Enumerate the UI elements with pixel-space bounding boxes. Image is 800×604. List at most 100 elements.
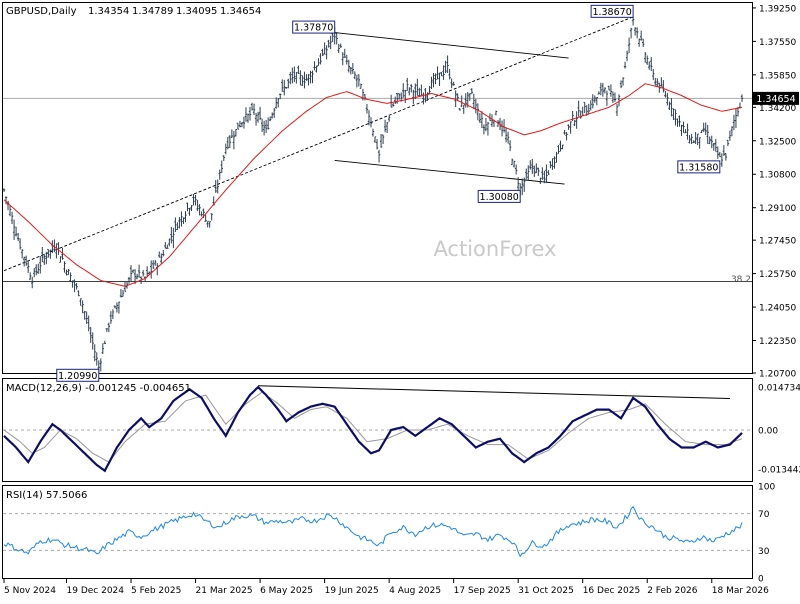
price-labels: 1.37870 1.38670 1.30080 1.31580 1.20990 — [56, 4, 721, 382]
price-bar — [264, 119, 268, 133]
main-panel-frame — [2, 2, 753, 374]
price-bar — [57, 242, 60, 255]
price-bar — [454, 90, 457, 108]
price-bar — [67, 269, 70, 276]
price-bar — [395, 92, 399, 104]
date-tick-label: 4 Aug 2025 — [389, 586, 441, 596]
price-bar — [514, 164, 518, 175]
price-bar — [555, 151, 558, 163]
price-bar — [91, 332, 94, 350]
main-price-axis: 1.39250 1.37550 1.35850 1.34200 1.32500 1.308… — [752, 4, 796, 380]
price-bar — [186, 202, 189, 212]
price-bar — [272, 107, 276, 118]
price-bar — [160, 253, 163, 264]
price-bar — [367, 110, 371, 126]
price-bar — [10, 211, 14, 225]
price-bar — [510, 158, 514, 166]
price-bar — [228, 135, 232, 149]
price-label-text: 1.20990 — [58, 371, 97, 382]
price-bar — [188, 207, 191, 216]
main-header-open: 1.34354 — [88, 6, 129, 17]
price-bar — [335, 31, 338, 45]
macd-line — [3, 385, 743, 473]
price-bar — [218, 169, 221, 180]
price-bar — [196, 199, 199, 211]
price-bar — [597, 91, 601, 95]
price-bar — [107, 322, 111, 333]
price-bar — [553, 156, 556, 169]
price-bar — [149, 260, 153, 279]
price-bar — [268, 116, 272, 122]
price-bar — [351, 63, 355, 74]
price-bar — [648, 61, 651, 70]
price-bar — [438, 72, 441, 86]
price-bar — [714, 138, 717, 152]
rsi-tick-label: 70 — [758, 510, 770, 520]
price-bar — [694, 131, 697, 144]
price-bar — [345, 54, 348, 65]
price-bar — [240, 122, 244, 128]
price-bar — [103, 340, 107, 345]
price-bar — [605, 90, 609, 106]
price-bar — [660, 77, 663, 87]
price-bar — [131, 269, 135, 273]
date-tick-label: 2 Feb 2026 — [647, 586, 698, 596]
price-bar — [418, 87, 421, 97]
price-bar — [512, 160, 516, 168]
date-tick-label: 16 Dec 2025 — [583, 586, 641, 596]
price-bar — [141, 269, 145, 277]
price-bar — [168, 238, 171, 247]
price-bar — [45, 251, 48, 265]
price-bar — [156, 263, 159, 276]
price-bar — [190, 205, 193, 212]
price-bar — [18, 238, 22, 250]
price-bar — [113, 305, 117, 309]
macd-tick-label: 0.014734 — [758, 384, 800, 394]
price-bar — [178, 217, 181, 229]
price-bar — [109, 311, 113, 324]
price-bar — [69, 272, 72, 282]
price-bar — [450, 78, 453, 89]
price-bar — [105, 328, 109, 332]
date-tick-label: 5 Nov 2024 — [4, 586, 56, 596]
price-bar — [414, 83, 417, 100]
fib-level-label: 38.2 — [731, 275, 751, 285]
price-bar — [172, 227, 175, 249]
price-bar — [317, 58, 320, 67]
price-bar — [601, 82, 605, 97]
watermark: ActionForex — [433, 237, 556, 261]
price-bar — [79, 298, 82, 306]
price-bar — [31, 276, 34, 289]
price-bar — [216, 179, 219, 194]
price-bar — [49, 249, 52, 259]
price-bar — [529, 160, 532, 170]
price-bar — [377, 149, 381, 163]
price-bar — [490, 114, 494, 127]
price-bar — [343, 48, 346, 59]
price-bar — [232, 130, 236, 150]
price-bar — [375, 139, 379, 150]
moving-average-line — [3, 83, 743, 287]
price-bar — [674, 109, 677, 126]
price-bar — [609, 84, 613, 97]
price-tick-label: 1.32500 — [759, 137, 796, 147]
price-bar — [214, 180, 217, 193]
price-bar — [391, 103, 395, 107]
price-bar — [716, 146, 720, 159]
trendline — [334, 159, 565, 185]
price-bar — [656, 78, 659, 87]
price-bar — [692, 140, 695, 144]
price-bar — [234, 128, 238, 137]
price-bar — [331, 33, 334, 43]
price-bar — [470, 88, 474, 95]
price-bar — [133, 269, 137, 285]
price-bar — [508, 140, 512, 152]
price-bar — [398, 93, 401, 100]
price-bar — [631, 16, 635, 26]
price-tick-label: 1.35850 — [759, 71, 796, 81]
price-bar — [484, 117, 488, 132]
price-bar — [494, 110, 498, 116]
price-bar — [87, 315, 90, 332]
price-bar — [710, 135, 713, 149]
price-bar — [262, 120, 266, 136]
